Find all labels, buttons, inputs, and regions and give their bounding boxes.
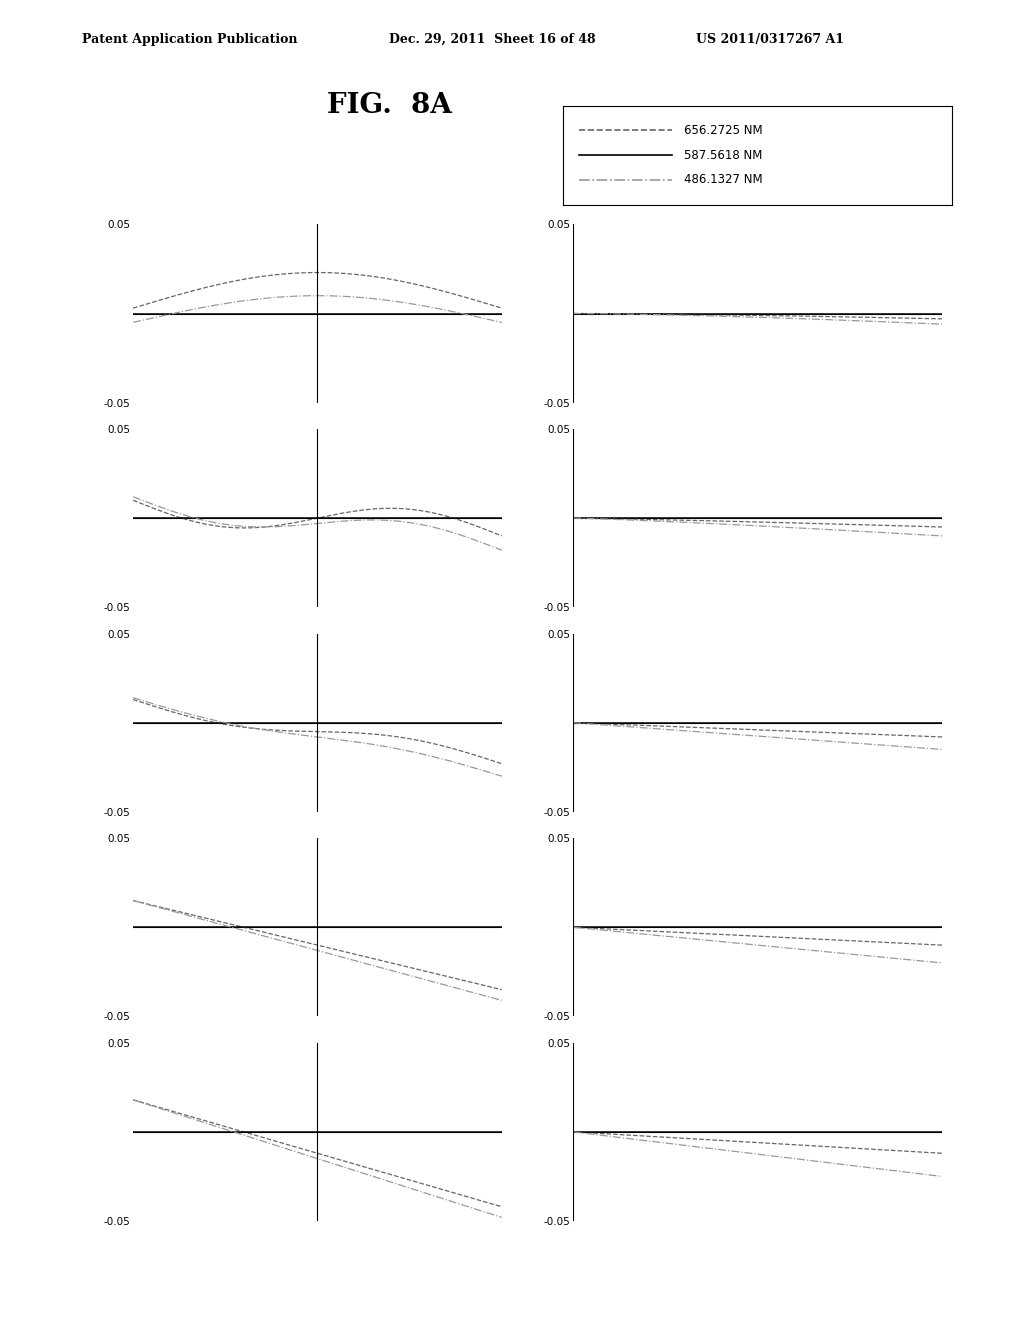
Text: Patent Application Publication: Patent Application Publication	[82, 33, 297, 46]
Text: 587.5618 NM: 587.5618 NM	[684, 149, 762, 161]
Text: FIG.  8A: FIG. 8A	[327, 92, 452, 119]
Text: US 2011/0317267 A1: US 2011/0317267 A1	[696, 33, 845, 46]
Text: 486.1327 NM: 486.1327 NM	[684, 173, 763, 186]
Text: 656.2725 NM: 656.2725 NM	[684, 124, 763, 137]
Text: Dec. 29, 2011  Sheet 16 of 48: Dec. 29, 2011 Sheet 16 of 48	[389, 33, 596, 46]
